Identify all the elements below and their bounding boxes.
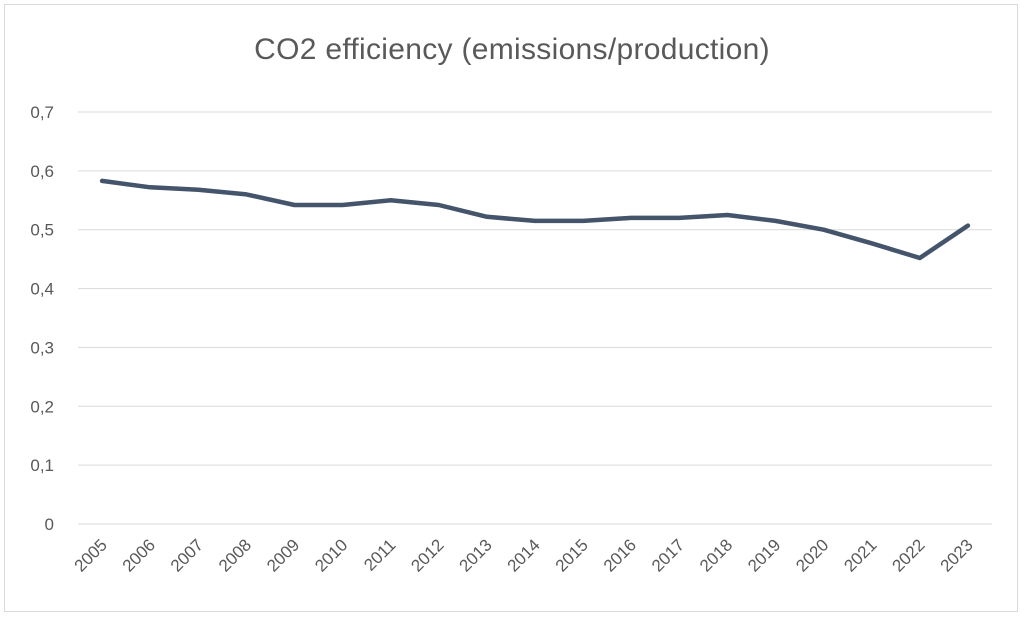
y-tick-label: 0,3 <box>30 338 54 357</box>
x-tick-label: 2013 <box>456 535 496 575</box>
x-tick-label: 2023 <box>937 535 977 575</box>
x-tick-label: 2018 <box>696 535 736 575</box>
y-tick-label: 0,4 <box>30 280 54 299</box>
y-tick-label: 0,2 <box>30 397 54 416</box>
x-tick-label: 2016 <box>600 535 640 575</box>
chart-title: CO2 efficiency (emissions/production) <box>254 33 770 66</box>
x-tick-label: 2022 <box>888 535 928 575</box>
x-tick-label: 2005 <box>71 535 111 575</box>
x-tick-label: 2017 <box>648 535 688 575</box>
x-tick-label: 2015 <box>552 535 592 575</box>
x-tick-label: 2007 <box>167 535 207 575</box>
y-tick-label: 0 <box>45 515 54 534</box>
x-tick-label: 2012 <box>407 535 447 575</box>
x-tick-label: 2008 <box>215 535 255 575</box>
y-tick-label: 0,5 <box>30 221 54 240</box>
x-tick-label: 2011 <box>360 535 399 574</box>
x-tick-label: 2009 <box>263 535 303 575</box>
y-tick-label: 0,6 <box>30 162 54 181</box>
chart-frame: CO2 efficiency (emissions/production) 0 0… <box>4 4 1018 612</box>
x-tick-label: 2020 <box>792 535 832 575</box>
x-tick-label: 2019 <box>744 535 784 575</box>
x-tick-label: 2006 <box>119 535 159 575</box>
x-tick-label: 2014 <box>504 535 544 575</box>
x-tick-label: 2021 <box>840 535 880 575</box>
y-tick-label: 0,7 <box>30 103 54 122</box>
series-line <box>99 178 971 261</box>
x-tick-label: 2010 <box>311 535 351 575</box>
y-tick-label: 0,1 <box>30 456 54 475</box>
